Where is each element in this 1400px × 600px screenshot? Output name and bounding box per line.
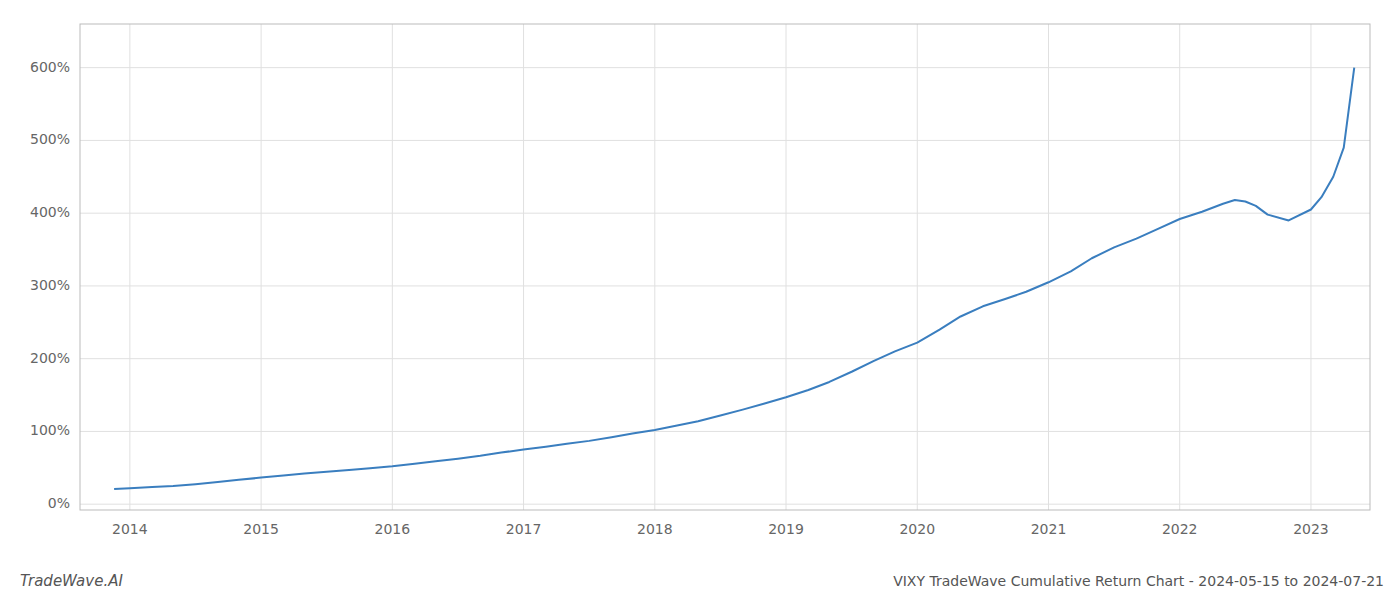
x-grid-line — [786, 24, 787, 510]
x-tick-label: 2023 — [1293, 521, 1329, 537]
x-grid-line — [261, 24, 262, 510]
x-tick-label: 2018 — [637, 521, 673, 537]
y-grid-line — [80, 67, 1370, 68]
y-tick-label: 0% — [48, 495, 70, 511]
grid — [80, 24, 1370, 510]
y-grid-line — [80, 140, 1370, 141]
x-tick-label: 2022 — [1162, 521, 1198, 537]
y-tick-label: 600% — [30, 59, 70, 75]
axes: 0% 100% 200% 300% 400% 500% 600% 2014 2015 2016 20… — [30, 24, 1370, 537]
x-grid-line — [523, 24, 524, 510]
y-grid-line — [80, 213, 1370, 214]
x-grid-line — [1310, 24, 1311, 510]
y-tick-label: 300% — [30, 277, 70, 293]
series — [114, 68, 1354, 489]
x-tick-label: 2016 — [375, 521, 411, 537]
x-grid-line — [1179, 24, 1180, 510]
title: VIXY TradeWave Cumulative Return Chart -… — [893, 573, 1384, 589]
y-grid-line — [80, 431, 1370, 432]
x-grid-line — [654, 24, 655, 510]
y-grid-line — [80, 504, 1370, 505]
x-tick-label: 2019 — [768, 521, 804, 537]
x-tick-label: 2017 — [506, 521, 542, 537]
x-tick-label: 2020 — [899, 521, 935, 537]
chart: 0% 100% 200% 300% 400% 500% 600% 2014 2015 2016 20… — [0, 0, 1400, 600]
y-grid-line — [80, 358, 1370, 359]
y-tick-label: 100% — [30, 422, 70, 438]
x-grid-line — [129, 24, 130, 510]
x-grid-line — [392, 24, 393, 510]
x-tick-label: 2021 — [1031, 521, 1067, 537]
plot-frame — [80, 24, 1370, 510]
x-tick-label: 2015 — [243, 521, 279, 537]
y-tick-label: 200% — [30, 350, 70, 366]
y-tick-label: 500% — [30, 131, 70, 147]
cumulative-return-line — [114, 68, 1354, 489]
x-tick-label: 2014 — [112, 521, 148, 537]
watermark: TradeWave.AI — [20, 572, 123, 590]
x-grid-line — [1048, 24, 1049, 510]
y-tick-label: 400% — [30, 204, 70, 220]
y-grid-line — [80, 285, 1370, 286]
x-grid-line — [917, 24, 918, 510]
